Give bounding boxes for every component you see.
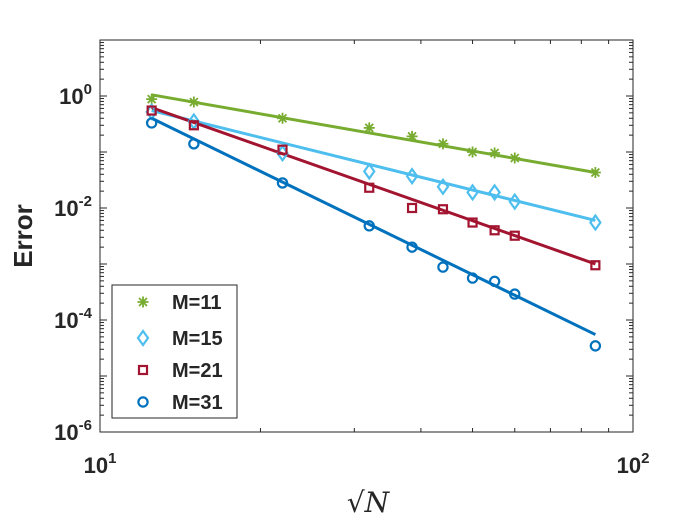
data-point-m-31 bbox=[437, 261, 449, 273]
data-point-m-31 bbox=[276, 177, 289, 189]
legend-label-m-21: M=21 bbox=[172, 360, 223, 382]
data-point-m-31 bbox=[363, 220, 375, 232]
data-point-m-21 bbox=[188, 120, 199, 131]
data-point-m-21 bbox=[406, 202, 418, 214]
data-point-m-11 bbox=[277, 112, 289, 124]
data-point-m-11 bbox=[146, 93, 158, 105]
legend-label-m-15: M=15 bbox=[172, 328, 223, 350]
legend-label-m-31: M=31 bbox=[172, 392, 223, 414]
data-point-m-31 bbox=[188, 138, 200, 150]
x-tick-label: 102 bbox=[617, 450, 650, 478]
data-point-m-21 bbox=[509, 230, 520, 241]
data-point-m-11 bbox=[467, 146, 479, 158]
y-tick-label: 100 bbox=[59, 81, 92, 109]
legend: M=11 M=15 M=21 M=31 bbox=[111, 284, 238, 419]
legend-marker-m-31 bbox=[137, 396, 149, 408]
x-tick-labels: 101 102 bbox=[84, 450, 650, 478]
legend-box bbox=[111, 284, 238, 419]
data-point-m-21 bbox=[146, 105, 157, 116]
data-point-m-31 bbox=[488, 275, 501, 288]
data-point-m-11 bbox=[406, 130, 418, 142]
fit-line-m-15 bbox=[151, 109, 596, 222]
y-tick-label: 10-4 bbox=[54, 305, 92, 333]
y-axis-label: Error bbox=[8, 204, 38, 268]
legend-marker-m-11 bbox=[137, 296, 149, 308]
data-point-m-21 bbox=[277, 144, 288, 155]
y-tick-label: 10-6 bbox=[54, 417, 92, 445]
legend-marker-m-15 bbox=[136, 329, 150, 347]
data-point-m-11 bbox=[188, 96, 200, 108]
data-point-m-31 bbox=[509, 288, 521, 300]
fit-line-m-11 bbox=[151, 93, 596, 175]
data-point-m-15 bbox=[405, 167, 419, 186]
data-point-m-15 bbox=[589, 213, 602, 232]
data-point-m-11 bbox=[509, 152, 521, 164]
data-point-m-15 bbox=[436, 177, 450, 196]
data-point-m-15 bbox=[362, 162, 376, 181]
x-tick-label: 101 bbox=[84, 450, 117, 478]
data-point-m-15 bbox=[466, 183, 479, 202]
tick-marks bbox=[99, 40, 634, 433]
data-point-m-21 bbox=[467, 217, 478, 228]
y-tick-label: 10-2 bbox=[54, 193, 92, 221]
data-point-m-21 bbox=[489, 225, 500, 236]
data-point-m-15 bbox=[488, 183, 501, 202]
data-point-m-11 bbox=[437, 138, 449, 150]
data-point-m-31 bbox=[466, 272, 479, 284]
data-point-m-31 bbox=[589, 340, 602, 352]
data-point-m-15 bbox=[508, 192, 522, 211]
data-markers bbox=[145, 93, 602, 352]
data-point-m-21 bbox=[364, 182, 375, 193]
plot-frame bbox=[99, 39, 634, 433]
data-point-m-31 bbox=[406, 241, 418, 253]
data-point-m-31 bbox=[145, 117, 158, 129]
data-point-m-21 bbox=[437, 204, 449, 215]
x-axis-label: √N bbox=[347, 486, 391, 519]
data-point-m-11 bbox=[489, 147, 501, 159]
legend-label-m-11: M=11 bbox=[172, 292, 221, 314]
data-point-m-11 bbox=[589, 167, 601, 179]
legend-marker-m-21 bbox=[137, 364, 149, 376]
y-tick-labels: 100 10-2 10-4 10-6 bbox=[54, 81, 92, 445]
data-point-m-21 bbox=[590, 260, 601, 271]
data-point-m-11 bbox=[363, 122, 375, 134]
